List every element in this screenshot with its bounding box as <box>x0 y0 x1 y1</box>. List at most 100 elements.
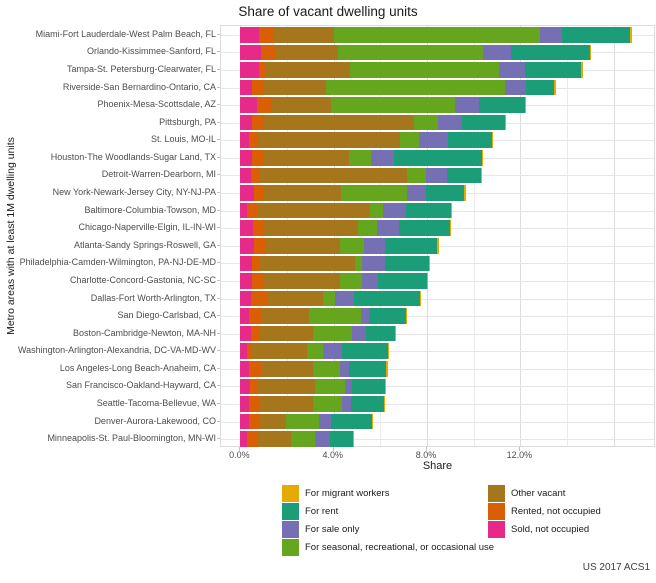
bar-segment-sold-not-occupied <box>240 237 255 254</box>
bar-segment-for-sale-only <box>425 167 447 184</box>
bar-segment-rented-not-occupied <box>259 62 265 78</box>
bar-segment-for-sale-only <box>339 361 349 377</box>
y-tick-mark <box>216 33 220 35</box>
bar-segment-for-seasonal-recreational-or-occasional-use <box>369 202 383 219</box>
x-tick-label: 4.0% <box>322 450 343 460</box>
x-tick-mark <box>332 447 334 451</box>
y-tick-mark <box>216 367 220 369</box>
bar-row <box>221 114 654 132</box>
x-gridline-14pct <box>567 26 569 446</box>
bar-segment-for-rent <box>351 396 384 412</box>
bar-segment-rented-not-occupied <box>250 290 268 307</box>
bar-segment-other-vacant <box>267 290 324 307</box>
bar-segment-for-rent <box>368 308 406 324</box>
bar-segment-for-migrant-workers <box>554 79 557 96</box>
bar-segment-for-rent <box>331 413 373 430</box>
stacked-bar <box>240 378 386 395</box>
y-gridline <box>221 351 654 353</box>
bar-segment-for-sale-only <box>360 308 369 324</box>
bar-segment-for-sale-only <box>318 413 332 430</box>
bar-segment-for-rent <box>479 97 525 113</box>
bar-segment-for-sale-only <box>376 220 399 236</box>
bar-segment-other-vacant <box>257 132 401 149</box>
stacked-bar <box>240 97 527 113</box>
bar-row <box>221 237 654 255</box>
bar-segment-rented-not-occupied <box>259 26 275 43</box>
stacked-bar <box>240 361 389 377</box>
bar-segment-for-seasonal-recreational-or-occasional-use <box>358 220 377 236</box>
legend-key-swatch <box>488 521 505 538</box>
y-tick-label: Phoenix-Mesa-Scottsdale, AZ <box>97 99 216 110</box>
bar-segment-for-seasonal-recreational-or-occasional-use <box>400 132 419 149</box>
bar-segment-for-migrant-workers <box>629 26 632 43</box>
y-tick-label: Philadelphia-Camden-Wilmington, PA-NJ-DE… <box>19 257 216 268</box>
bar-segment-sold-not-occupied <box>240 62 260 78</box>
bar-segment-for-sale-only <box>371 150 395 166</box>
y-tick-mark <box>216 403 220 405</box>
legend-column-right: Other vacant Rented, not occupied Sold, no… <box>488 485 601 539</box>
legend-label: For sale only <box>305 524 360 535</box>
y-tick-mark <box>216 262 220 264</box>
bar-segment-for-rent <box>425 185 465 201</box>
stacked-bar <box>240 167 482 184</box>
bar-segment-for-migrant-workers <box>590 44 592 61</box>
bar-segment-for-rent <box>399 220 451 236</box>
bar-segment-for-migrant-workers <box>524 97 527 113</box>
bar-segment-rented-not-occupied <box>248 132 258 149</box>
y-tick-mark <box>216 104 220 106</box>
stacked-bar <box>240 396 385 412</box>
x-tick-label: 0.0% <box>229 450 250 460</box>
y-tick-mark <box>216 209 220 211</box>
bar-segment-other-vacant <box>256 202 370 219</box>
legend-key-swatch <box>282 521 299 538</box>
bar-segment-for-migrant-workers <box>384 378 386 395</box>
y-tick-mark <box>216 227 220 229</box>
y-gridline <box>221 386 654 388</box>
y-tick-label: Tampa-St. Petersburg-Clearwater, FL <box>66 63 216 74</box>
stacked-bar <box>240 132 493 149</box>
y-tick-label: Houston-The Woodlands-Sugar Land, TX <box>50 151 216 162</box>
bar-segment-sold-not-occupied <box>240 308 249 324</box>
legend-label: Other vacant <box>511 488 566 499</box>
bar-segment-for-rent <box>366 325 396 342</box>
bar-segment-for-sale-only <box>352 325 367 342</box>
x-gridline-10pct <box>473 26 475 446</box>
y-gridline <box>221 263 654 265</box>
legend-item-sold-not-occupied: Sold, not occupied <box>488 521 601 538</box>
legend-column-left: For migrant workers For rent For sale only… <box>282 485 494 557</box>
bar-segment-rented-not-occupied <box>248 396 260 412</box>
bar-segment-for-sale-only <box>437 114 462 131</box>
bar-row <box>221 395 654 413</box>
stacked-bar <box>240 185 466 201</box>
legend-item-rented-not-occupied: Rented, not occupied <box>488 503 601 520</box>
bar-segment-rented-not-occupied <box>254 185 264 201</box>
bar-segment-sold-not-occupied <box>240 396 249 412</box>
bar-row <box>221 290 654 308</box>
bar-segment-other-vacant <box>270 97 332 113</box>
y-tick-mark <box>216 279 220 281</box>
bar-segment-for-sale-only <box>361 273 378 289</box>
legend-item-other-vacant: Other vacant <box>488 485 601 502</box>
y-gridline <box>221 421 654 423</box>
y-tick-mark <box>216 420 220 422</box>
y-tick-label: St. Louis, MO-IL <box>150 134 216 145</box>
bar-segment-for-sale-only <box>505 79 527 96</box>
bar-segment-other-vacant <box>261 308 310 324</box>
bar-segment-rented-not-occupied <box>250 167 260 184</box>
bar-segment-rented-not-occupied <box>252 150 264 166</box>
y-tick-label: Miami-Fort Lauderdale-West Palm Beach, F… <box>35 28 216 39</box>
bar-segment-for-sale-only <box>334 290 354 307</box>
x-gridline-0pct <box>240 26 242 446</box>
bar-segment-sold-not-occupied <box>240 79 253 96</box>
stacked-bar <box>240 343 389 360</box>
x-tick-mark <box>239 447 241 451</box>
bar-segment-for-seasonal-recreational-or-occasional-use <box>339 273 362 289</box>
bar-row <box>221 219 654 237</box>
stacked-bar <box>240 325 397 342</box>
y-tick-label: San Francisco-Oakland-Hayward, CA <box>65 380 216 391</box>
y-gridline <box>221 280 654 282</box>
legend-key-swatch <box>282 485 299 502</box>
bar-row <box>221 79 654 97</box>
x-gridline-8pct <box>427 26 429 446</box>
bar-segment-for-sale-only <box>361 255 385 272</box>
